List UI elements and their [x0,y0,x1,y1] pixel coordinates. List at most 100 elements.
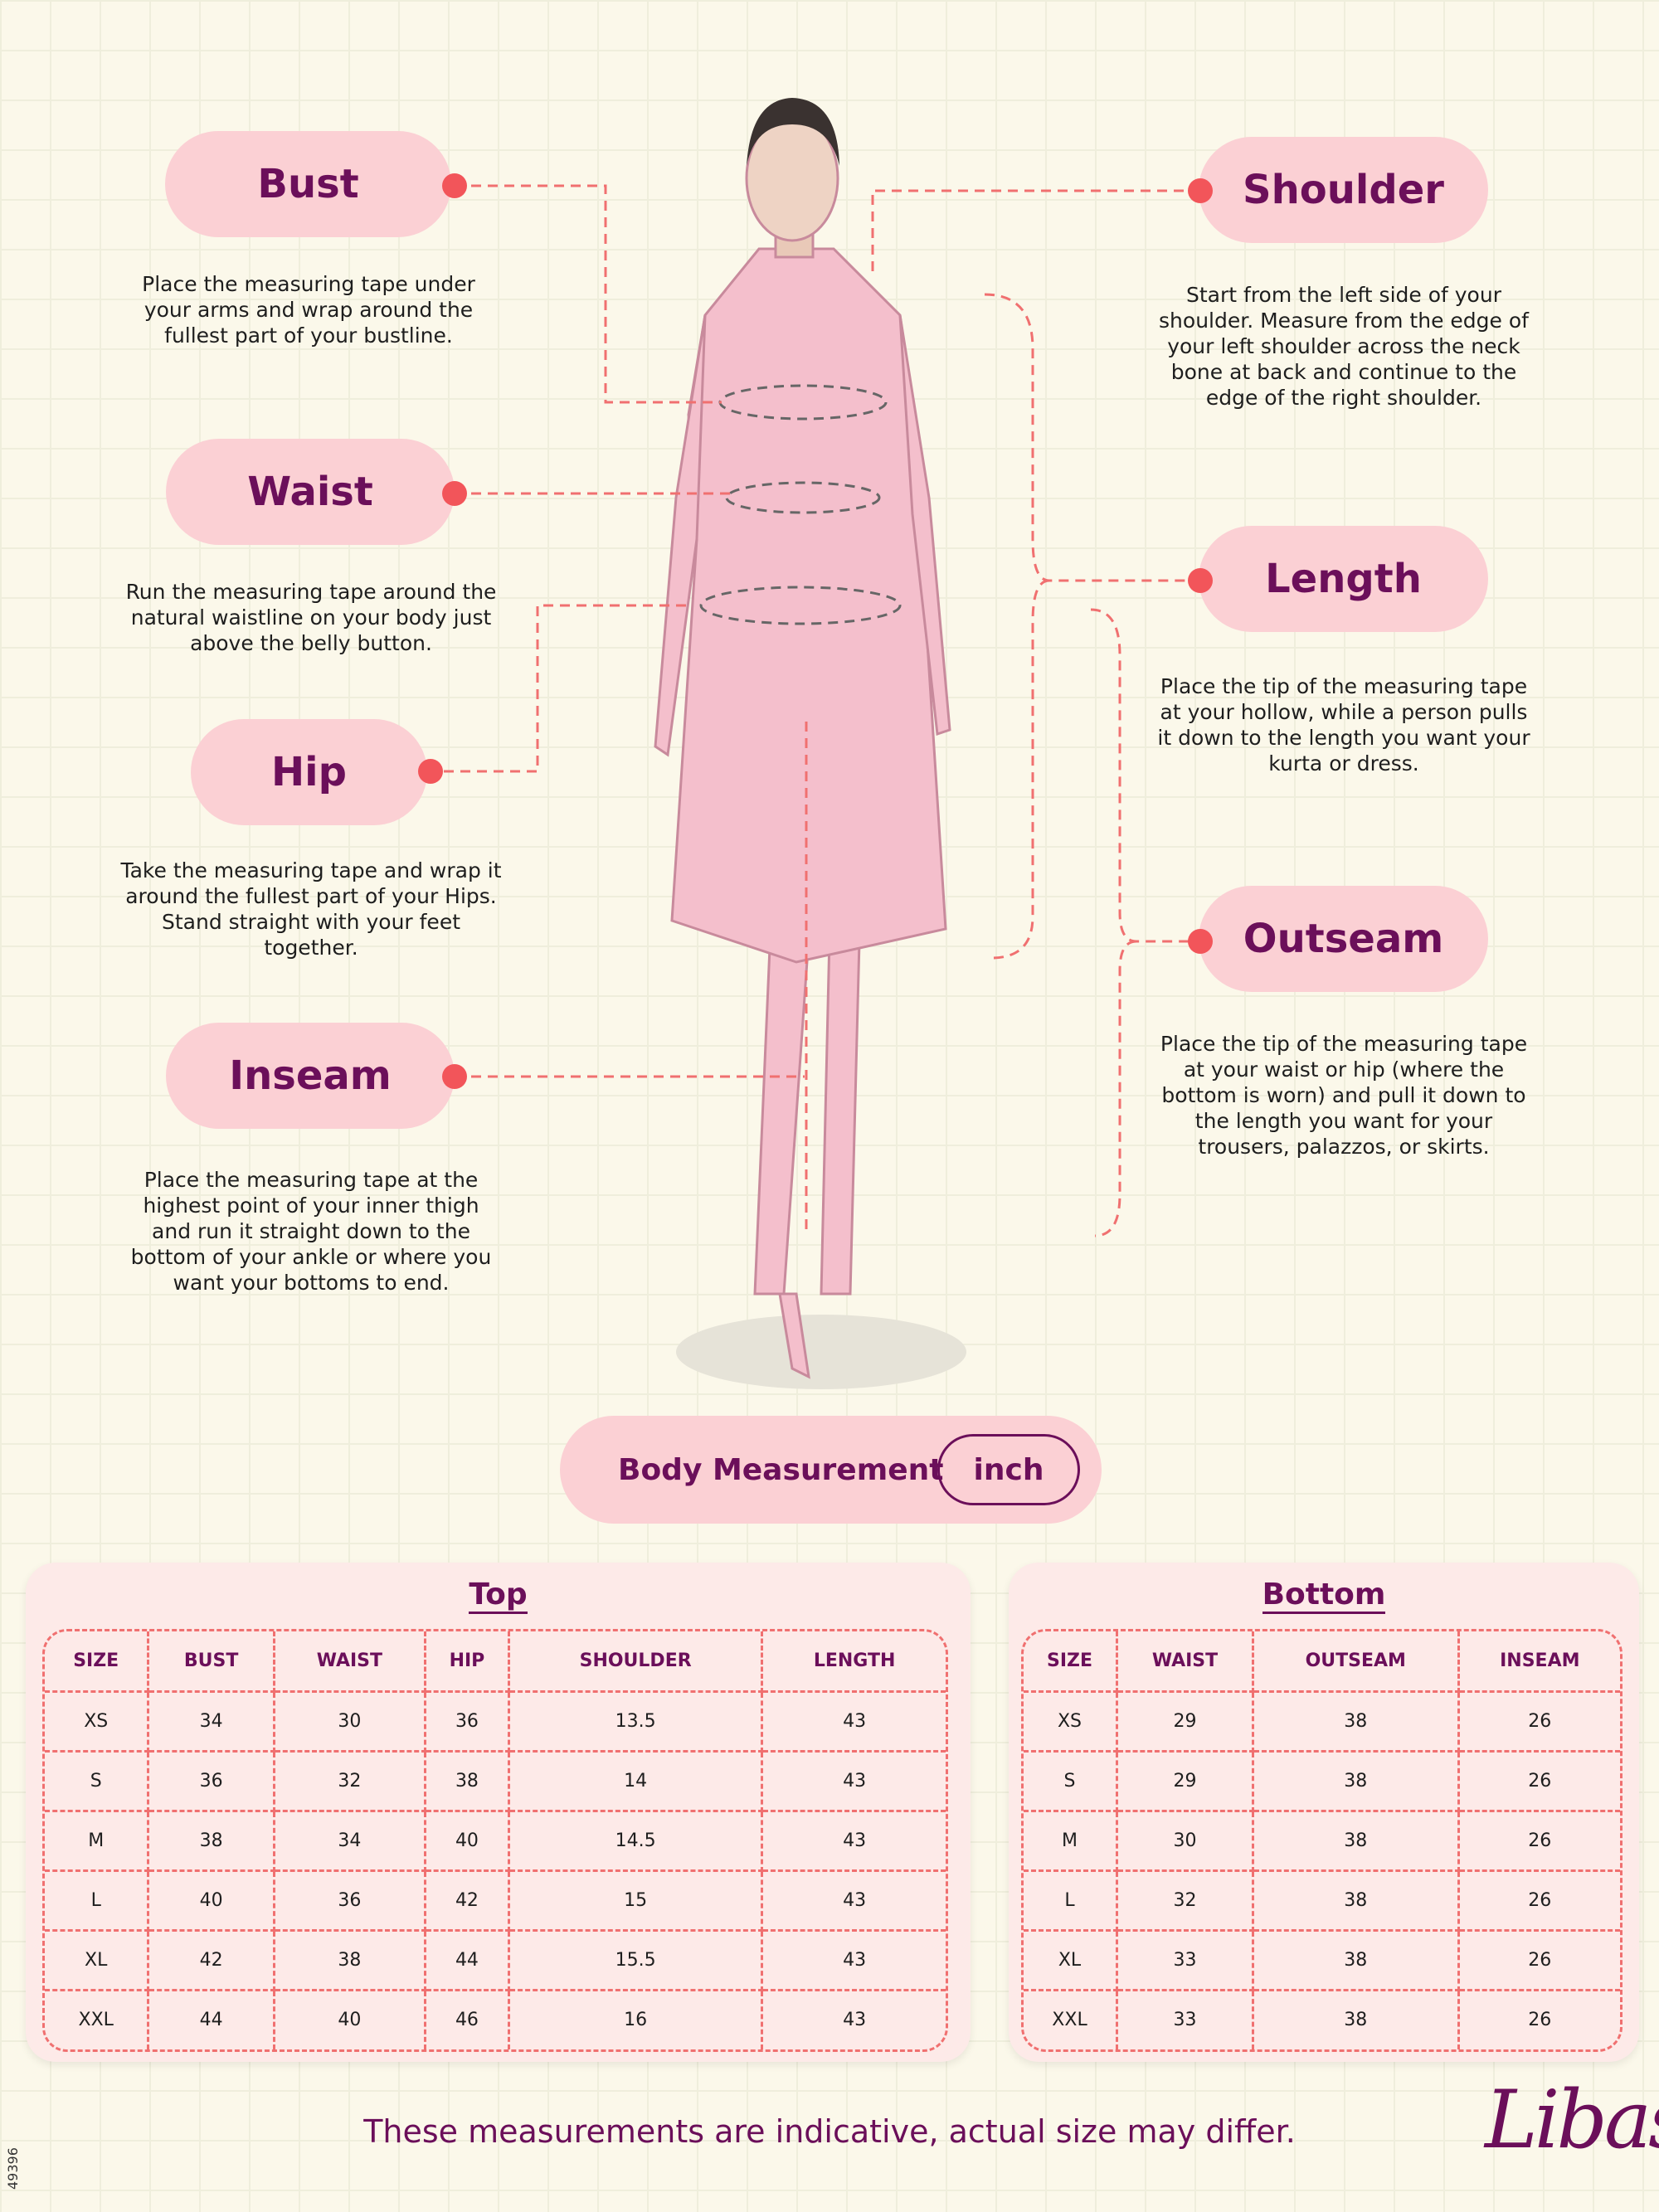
length-label: Length [1199,526,1488,632]
table-cell: S [45,1749,150,1812]
table-cell: 44 [147,1988,275,2049]
table-cell: 14.5 [507,1809,764,1872]
table-cell: 34 [272,1809,426,1872]
length-marker-dot [1188,568,1213,593]
inseam-marker-dot [442,1064,467,1089]
table-cell: XXL [1024,1988,1119,2049]
top-size-table: SIZE BUST WAIST HIP SHOULDER LENGTH XS 34 30 36 13… [42,1629,948,2052]
table-cell: 38 [1251,1869,1460,1932]
table-cell: 26 [1457,1928,1620,1991]
table-cell: 43 [761,1749,946,1812]
table-cell: 36 [423,1689,511,1753]
column-header: SIZE [45,1631,150,1693]
column-header: WAIST [272,1631,426,1693]
model-figure [654,98,951,1379]
table-row: S 36 32 38 14 43 [45,1749,946,1812]
table-cell: 38 [1251,1749,1460,1812]
table-cell: S [1024,1749,1119,1812]
table-cell: 43 [761,1988,946,2049]
table-cell: 36 [272,1869,426,1932]
table-cell: L [1024,1869,1119,1932]
bottom-size-card: Bottom SIZE WAIST OUTSEAM INSEAM XS 29 38 26 S 29… [1009,1563,1639,2062]
hip-marker-dot [418,759,443,784]
table-cell: L [45,1869,150,1932]
table-cell: 43 [761,1928,946,1991]
table-cell: 32 [1116,1869,1254,1932]
table-cell: XS [45,1689,150,1753]
bottom-size-table: SIZE WAIST OUTSEAM INSEAM XS 29 38 26 S 29 38 26 M 30… [1021,1629,1623,2052]
shoulder-description: Start from the left side of your shoulde… [1159,283,1529,410]
table-row: XXL 33 38 26 [1024,1988,1620,2049]
outseam-label: Outseam [1199,886,1488,992]
table-cell: 43 [761,1689,946,1753]
table-cell: 38 [1251,1689,1460,1753]
table-cell: 30 [272,1689,426,1753]
table-cell: 26 [1457,1749,1620,1812]
table-cell: 26 [1457,1809,1620,1872]
table-cell: 30 [1116,1809,1254,1872]
measurement-lines [427,184,1200,1237]
table-cell: M [1024,1809,1119,1872]
table-cell: 38 [1251,1928,1460,1991]
top-size-card: Top SIZE BUST WAIST HIP SHOULDER LENGTH XS 34 30… [26,1563,971,2062]
table-cell: 38 [1251,1809,1460,1872]
table-cell: XL [1024,1928,1119,1991]
waist-marker-dot [442,481,467,506]
body-measurement-label: Body Measurement [618,1452,944,1487]
outseam-description: Place the tip of the measuring tape at y… [1160,1032,1528,1159]
bust-marker-dot [442,173,467,198]
table-row: M 38 34 40 14.5 43 [45,1809,946,1872]
table-cell: 13.5 [507,1689,764,1753]
waist-label: Waist [166,439,455,545]
bottom-table-title: Bottom [1009,1578,1639,1614]
hip-label: Hip [191,719,427,825]
table-cell: 46 [423,1988,511,2049]
table-row: L 40 36 42 15 43 [45,1869,946,1932]
table-row: XS 34 30 36 13.5 43 [45,1689,946,1753]
table-row: XL 42 38 44 15.5 43 [45,1928,946,1991]
table-cell: 38 [423,1749,511,1812]
hip-description: Take the measuring tape and wrap it arou… [120,858,502,960]
table-cell: 40 [423,1809,511,1872]
table-cell: XXL [45,1988,150,2049]
table-cell: 26 [1457,1689,1620,1753]
column-header: INSEAM [1457,1631,1620,1693]
table-cell: 32 [272,1749,426,1812]
length-description: Place the tip of the measuring tape at y… [1157,674,1530,775]
unit-toggle[interactable]: inch [937,1434,1080,1505]
table-cell: 34 [147,1689,275,1753]
table-cell: 43 [761,1869,946,1932]
table-cell: 15 [507,1869,764,1932]
column-header: HIP [423,1631,511,1693]
table-cell: 26 [1457,1869,1620,1932]
floor-shadow [676,1315,966,1389]
bust-label: Bust [165,131,451,237]
waist-description: Run the measuring tape around the natura… [125,580,497,655]
table-cell: 38 [147,1809,275,1872]
table-cell: 15.5 [507,1928,764,1991]
outseam-marker-dot [1188,929,1213,954]
libas-logo: Libas [1485,2073,1659,2166]
table-cell: 42 [147,1928,275,1991]
table-cell: 40 [147,1869,275,1932]
shoulder-marker-dot [1188,178,1213,203]
table-cell: 40 [272,1988,426,2049]
header-row: SIZE WAIST OUTSEAM INSEAM [1024,1631,1620,1693]
inseam-description: Place the measuring tape at the highest … [130,1168,492,1295]
table-cell: 44 [423,1928,511,1991]
body-measurement-badge: Body Measurement inch [560,1416,1102,1524]
column-header: SIZE [1024,1631,1119,1693]
top-table-title: Top [26,1578,971,1614]
table-row: XXL 44 40 46 16 43 [45,1988,946,2049]
table-cell: 33 [1116,1928,1254,1991]
table-cell: M [45,1809,150,1872]
column-header: WAIST [1116,1631,1254,1693]
column-header: LENGTH [761,1631,946,1693]
table-cell: 38 [272,1928,426,1991]
table-cell: 29 [1116,1689,1254,1753]
table-cell: 38 [1251,1988,1460,2049]
table-cell: XS [1024,1689,1119,1753]
inseam-label: Inseam [166,1023,455,1129]
table-cell: 14 [507,1749,764,1812]
column-header: SHOULDER [507,1631,764,1693]
